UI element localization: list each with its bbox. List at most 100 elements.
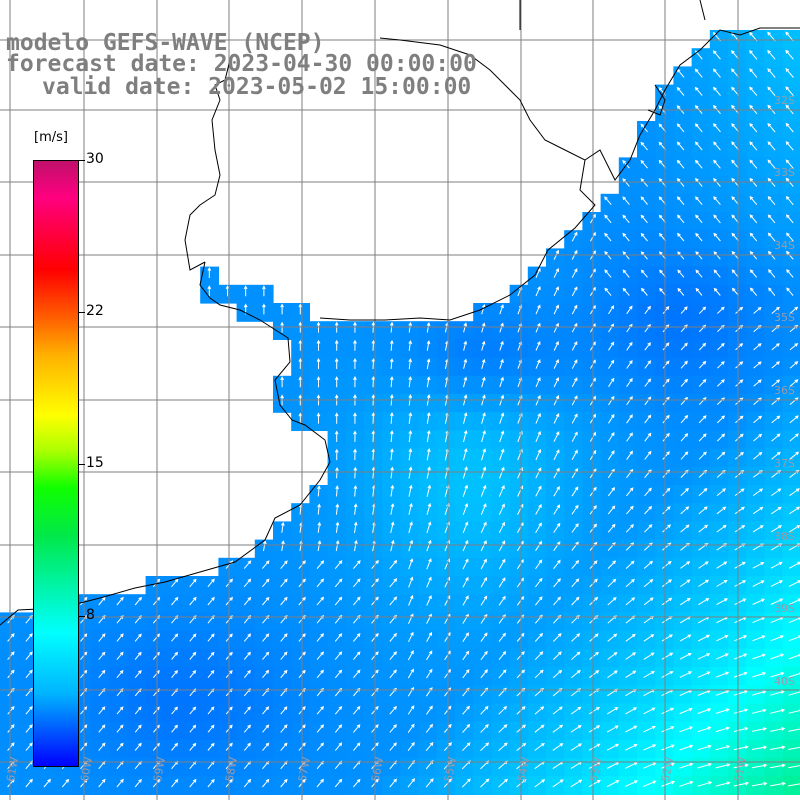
wind-arrow — [680, 414, 689, 424]
wind-arrow — [262, 778, 270, 788]
wind-arrow — [298, 357, 303, 369]
wind-arrow — [407, 650, 414, 661]
wind-arrow — [770, 598, 784, 605]
wind-arrow — [134, 651, 142, 660]
longitude-label: 55W — [442, 756, 459, 783]
wind-arrow — [643, 560, 654, 569]
wind-arrow — [571, 322, 578, 333]
wind-arrow — [662, 342, 670, 351]
wind-arrow — [552, 669, 563, 679]
wind-arrow — [697, 726, 712, 733]
wind-arrow — [589, 596, 599, 606]
wind-arrow — [680, 524, 690, 533]
wind-arrow — [389, 430, 394, 443]
wind-arrow — [662, 432, 670, 442]
wind-arrow — [553, 541, 561, 551]
wind-arrow — [771, 506, 782, 515]
wind-arrow — [770, 727, 786, 732]
wind-arrow — [335, 521, 340, 533]
wind-arrow — [189, 596, 197, 606]
wind-arrow — [298, 303, 303, 315]
wind-arrow — [713, 287, 721, 296]
wind-arrow — [676, 86, 685, 96]
coastline-segment — [319, 37, 596, 321]
wind-arrow — [134, 669, 142, 679]
wind-arrow — [767, 68, 776, 78]
wind-arrow — [499, 466, 505, 479]
wind-arrow — [425, 723, 434, 733]
wind-arrow — [571, 651, 581, 660]
wind-arrow — [625, 670, 637, 679]
colorbar-tick-mark — [79, 464, 85, 465]
wind-arrow — [535, 430, 541, 442]
wind-arrow — [280, 724, 288, 733]
wind-arrow — [626, 450, 634, 460]
wind-arrow — [571, 341, 578, 351]
wind-arrow — [480, 540, 487, 552]
wind-arrow — [789, 451, 800, 460]
wind-arrow — [480, 650, 488, 661]
wind-arrow — [625, 633, 636, 642]
wind-arrow — [499, 322, 504, 333]
wind-arrow — [134, 706, 142, 715]
wind-arrow — [789, 379, 799, 387]
wind-arrow — [570, 779, 583, 788]
wind-arrow — [426, 411, 431, 424]
wind-arrow — [626, 505, 634, 515]
wind-arrow — [280, 578, 288, 588]
wind-arrow — [767, 122, 776, 133]
colorbar-tick-mark — [79, 312, 85, 313]
wind-arrow — [570, 706, 582, 715]
wind-arrow — [571, 359, 578, 369]
wind-arrow — [262, 596, 270, 606]
wind-arrow — [334, 430, 339, 442]
wind-arrow — [7, 706, 15, 715]
wind-arrow — [316, 705, 324, 715]
wind-arrow — [785, 195, 794, 206]
wind-arrow — [715, 689, 730, 696]
wind-arrow — [771, 451, 781, 460]
wind-arrow — [371, 339, 376, 351]
wind-arrow — [771, 343, 780, 351]
wind-arrow — [389, 596, 398, 606]
wind-arrow — [408, 358, 413, 370]
wind-arrow — [679, 726, 693, 733]
wind-arrow — [677, 251, 685, 260]
wind-arrow — [262, 633, 270, 642]
wind-arrow — [713, 251, 721, 260]
wind-arrow — [481, 448, 486, 461]
wind-arrow — [713, 159, 721, 169]
wind-arrow — [604, 196, 612, 205]
longitude-label: 60W — [78, 756, 95, 783]
wind-arrow — [679, 762, 694, 769]
wind-arrow — [335, 539, 340, 552]
wind-arrow — [734, 488, 745, 496]
wind-arrow — [661, 671, 674, 678]
wind-arrow — [408, 376, 413, 388]
wind-arrow — [334, 578, 343, 588]
wind-arrow — [25, 742, 33, 751]
model-title: modelo GEFS-WAVE (NCEP) — [6, 30, 325, 56]
wind-arrow — [715, 745, 731, 751]
wind-arrow — [734, 433, 744, 442]
wind-arrow — [734, 580, 747, 587]
wind-arrow — [98, 596, 106, 606]
wind-arrow — [716, 451, 726, 460]
wind-arrow — [552, 724, 564, 733]
wind-arrow — [462, 632, 469, 642]
wind-arrow — [426, 376, 431, 388]
wind-arrow — [353, 412, 357, 424]
wind-arrow — [735, 343, 744, 351]
wind-arrow — [643, 670, 655, 678]
wind-arrow — [716, 524, 727, 533]
wind-arrow — [462, 669, 470, 679]
wind-arrow — [207, 633, 215, 642]
wind-arrow — [534, 669, 544, 679]
wind-arrow — [389, 742, 397, 751]
wind-arrow — [733, 763, 749, 769]
wind-arrow — [752, 708, 767, 714]
wind-arrow — [353, 778, 361, 788]
wind-arrow — [749, 122, 758, 133]
wind-arrow — [425, 742, 434, 752]
wind-arrow — [622, 269, 630, 278]
